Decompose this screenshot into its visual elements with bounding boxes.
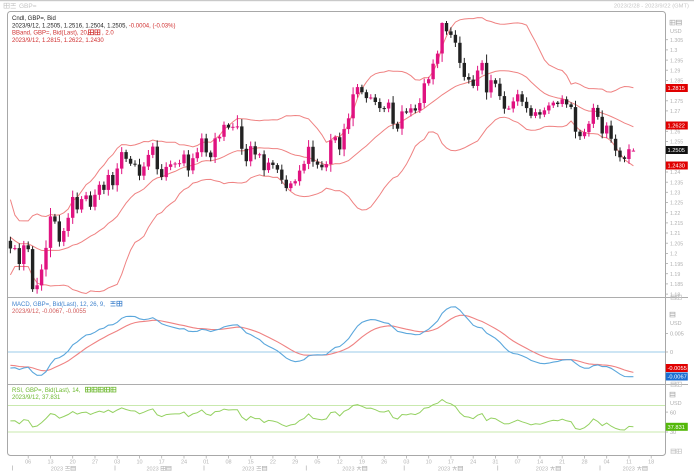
svg-text:1.205: 1.205 (670, 241, 683, 247)
svg-text:30: 30 (670, 430, 676, 436)
svg-text:07: 07 (515, 460, 521, 466)
svg-text:15: 15 (248, 460, 254, 466)
svg-text:0.005: 0.005 (670, 332, 684, 338)
svg-text:11: 11 (626, 460, 632, 466)
svg-text:USD: USD (670, 321, 682, 327)
svg-text:24: 24 (181, 460, 187, 466)
svg-text:12: 12 (337, 460, 343, 466)
svg-text:26: 26 (381, 460, 387, 466)
svg-text:2023: 2023 (536, 467, 548, 473)
svg-text:1.27: 1.27 (670, 109, 680, 115)
svg-text:28: 28 (581, 460, 587, 466)
svg-text:1.215: 1.215 (670, 221, 683, 227)
svg-text:24: 24 (470, 460, 476, 466)
svg-text:31: 31 (492, 460, 498, 466)
svg-text:1.29: 1.29 (670, 68, 680, 74)
svg-text:27: 27 (92, 460, 98, 466)
svg-text:1.285: 1.285 (670, 79, 683, 85)
svg-text:2023: 2023 (623, 467, 635, 473)
svg-text:0: 0 (670, 350, 673, 356)
svg-text:1.2815: 1.2815 (668, 86, 685, 92)
svg-text:20: 20 (70, 460, 76, 466)
svg-text:10: 10 (136, 460, 142, 466)
svg-text:1.21: 1.21 (670, 231, 680, 237)
svg-text:18: 18 (648, 460, 654, 466)
svg-text:13: 13 (47, 460, 53, 466)
svg-text:05: 05 (314, 460, 320, 466)
svg-text:USD: USD (670, 29, 682, 35)
svg-text:1.2430: 1.2430 (668, 164, 685, 170)
svg-text:2023/9/12, 37.831: 2023/9/12, 37.831 (12, 395, 61, 401)
svg-text:, 2.0: , 2.0 (102, 31, 114, 37)
svg-text:1.185: 1.185 (670, 282, 683, 288)
svg-text:2023/2/28 - 2023/9/22 (GMT): 2023/2/28 - 2023/9/22 (GMT) (614, 4, 689, 10)
svg-text:1.295: 1.295 (670, 58, 683, 64)
svg-text:37.831: 37.831 (668, 425, 685, 431)
svg-text:GBP=: GBP= (19, 3, 37, 10)
svg-text:03: 03 (403, 460, 409, 466)
svg-text:1.2505: 1.2505 (668, 148, 685, 154)
svg-text:1.2: 1.2 (670, 252, 677, 258)
svg-text:1.235: 1.235 (670, 180, 683, 186)
svg-text:-0.0067: -0.0067 (668, 375, 687, 381)
svg-text:2023/9/12, 1.2815, 1.2622, 1.2: 2023/9/12, 1.2815, 1.2622, 1.2430 (12, 38, 104, 44)
svg-text:1.26: 1.26 (670, 130, 680, 136)
svg-text:-0.0055: -0.0055 (668, 366, 687, 372)
svg-text:2023: 2023 (242, 467, 254, 473)
svg-text:1.305: 1.305 (670, 38, 683, 44)
svg-text:2023/9/12, 1.2505, 1.2516, 1.2: 2023/9/12, 1.2505, 1.2516, 1.2504, 1.250… (12, 23, 175, 29)
svg-text:1.275: 1.275 (670, 99, 683, 105)
svg-text:USD: USD (670, 401, 682, 407)
svg-text:1.3: 1.3 (670, 48, 677, 54)
svg-text:Cndl, GBP=, Bid: Cndl, GBP=, Bid (12, 16, 56, 22)
svg-text:01: 01 (203, 460, 209, 466)
svg-text:2023: 2023 (147, 467, 159, 473)
svg-text:2023/9/12, -0.0067, -0.0055: 2023/9/12, -0.0067, -0.0055 (12, 309, 87, 315)
svg-text:19: 19 (359, 460, 365, 466)
svg-text:1.23: 1.23 (670, 191, 680, 197)
svg-text:03: 03 (114, 460, 120, 466)
svg-text:1.2622: 1.2622 (668, 124, 685, 130)
svg-text:1.24: 1.24 (670, 170, 680, 176)
svg-text:04: 04 (604, 460, 610, 466)
svg-text:1.22: 1.22 (670, 211, 680, 217)
svg-text:2023: 2023 (342, 467, 354, 473)
svg-text:21: 21 (559, 460, 565, 466)
svg-text:10: 10 (426, 460, 432, 466)
svg-text:22: 22 (270, 460, 276, 466)
svg-text:06: 06 (25, 460, 31, 466)
svg-text:BBand, GBP=, Bid(Last), 20,: BBand, GBP=, Bid(Last), 20, (12, 31, 89, 37)
svg-text:RSI, GBP=, Bid(Last), 14,: RSI, GBP=, Bid(Last), 14, (12, 388, 81, 394)
svg-text:MACD, GBP=, Bid(Last), 12, 26,: MACD, GBP=, Bid(Last), 12, 26, 9, (12, 302, 105, 308)
svg-text:60: 60 (670, 410, 676, 416)
svg-text:14: 14 (537, 460, 543, 466)
svg-text:2023: 2023 (438, 467, 450, 473)
svg-text:17: 17 (448, 460, 454, 466)
svg-text:1.19: 1.19 (670, 272, 680, 278)
svg-text:1.255: 1.255 (670, 140, 683, 146)
svg-text:29: 29 (292, 460, 298, 466)
svg-text:1.195: 1.195 (670, 262, 683, 268)
svg-text:08: 08 (225, 460, 231, 466)
svg-text:2023: 2023 (51, 467, 63, 473)
svg-text:17: 17 (159, 460, 165, 466)
svg-text:1.225: 1.225 (670, 201, 683, 207)
